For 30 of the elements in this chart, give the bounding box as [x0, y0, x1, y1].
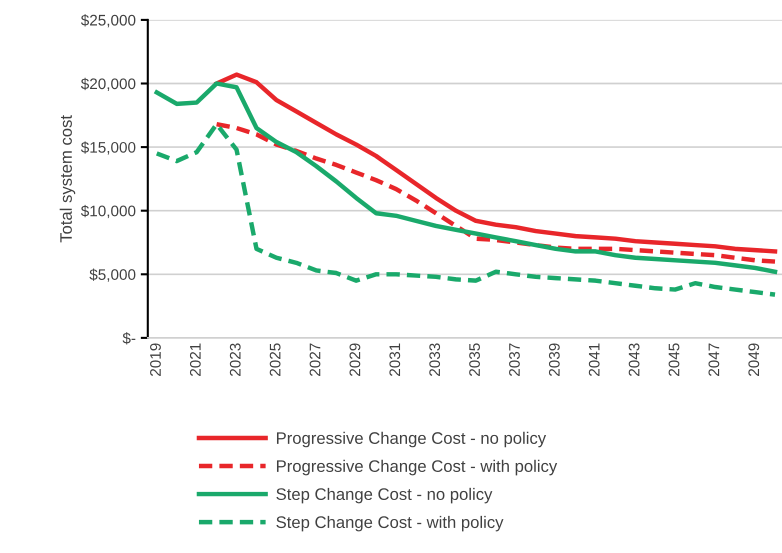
x-tick-label: 2037 [509, 344, 520, 376]
x-tick-label: 2043 [628, 343, 640, 376]
x-tick-label: 2049 [748, 343, 760, 376]
x-tick-label: 2027 [310, 344, 320, 376]
x-tick-label: 2025 [270, 343, 281, 376]
x-tick-label: 2033 [429, 343, 440, 376]
x-tick-label: 2021 [190, 343, 201, 376]
y-axis-title: Total system cost [60, 115, 76, 242]
y-tick-label: $25,000 [80, 14, 136, 28]
y-tick-label: $15,000 [80, 141, 136, 155]
x-tick-label: 2023 [230, 343, 241, 376]
line-series [214, 122, 778, 264]
legend-label: Progressive Change Cost - with policy [276, 460, 558, 476]
y-tick-label: $20,000 [80, 78, 136, 91]
x-tick-label: 2041 [588, 343, 600, 376]
x-tick-label: 2031 [389, 343, 400, 376]
y-tick-label: $5,000 [89, 268, 136, 282]
y-tick-label: $- [122, 332, 136, 344]
x-tick-label: 2029 [349, 343, 360, 376]
legend-label: Step Change Cost - no policy [276, 488, 492, 504]
legend-label: Progressive Change Cost - no policy [276, 432, 546, 448]
x-tick-label: 2045 [668, 343, 680, 376]
line-series [154, 81, 778, 274]
x-tick-label: 2039 [548, 343, 560, 376]
x-tick-label: 2019 [150, 343, 161, 376]
y-tick-label: $10,000 [80, 204, 136, 218]
x-tick-label: 2035 [469, 343, 480, 376]
x-tick-label: 2047 [708, 344, 720, 376]
legend-label: Step Change Cost - with policy [276, 516, 504, 532]
line-series [214, 72, 778, 254]
